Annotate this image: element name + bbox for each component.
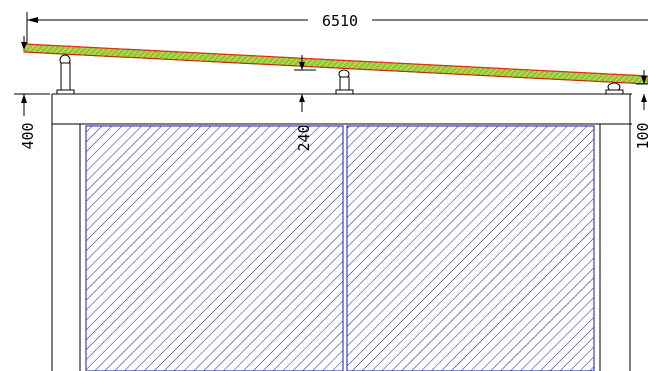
overall-span-dimension: 6510 — [26, 12, 648, 48]
mount-post-right — [605, 82, 624, 95]
middle-height-label: 240 — [295, 124, 313, 151]
roof-panel — [23, 43, 648, 85]
left-height-label: 400 — [19, 122, 37, 149]
roof-panel-top-edge — [23, 43, 648, 77]
door-panel-right — [346, 125, 595, 371]
mount-post-left — [56, 54, 75, 95]
structure-frame — [51, 93, 632, 371]
span-label: 6510 — [322, 12, 358, 30]
left-height-dimension: 400 — [14, 93, 50, 150]
left-roof-tick — [21, 36, 27, 50]
door-panel-left — [85, 125, 344, 371]
span-arrow-left — [27, 17, 38, 23]
door-panels — [85, 125, 595, 371]
roof-panel-bottom-edge — [23, 51, 648, 85]
roof-panel-body — [23, 43, 648, 85]
middle-height-dimension: 240 — [294, 55, 316, 152]
mount-post-middle — [335, 69, 354, 95]
right-height-dimension: 100 — [634, 70, 648, 150]
right-height-label: 100 — [634, 122, 648, 149]
